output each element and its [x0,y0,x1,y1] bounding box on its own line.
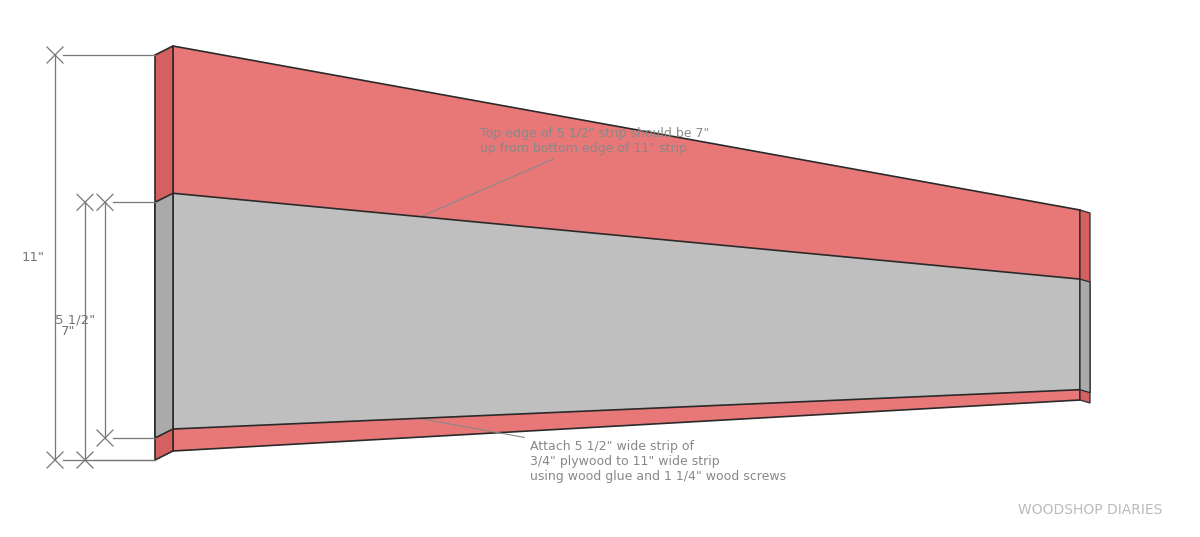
Polygon shape [155,193,173,438]
Polygon shape [155,46,173,460]
Text: Attach 5 1/2" wide strip of
3/4" plywood to 11" wide strip
using wood glue and 1: Attach 5 1/2" wide strip of 3/4" plywood… [403,416,786,483]
Text: 5 1/2": 5 1/2" [55,314,95,326]
Text: 11": 11" [22,251,46,264]
Text: 7": 7" [60,325,74,338]
Polygon shape [1080,210,1090,403]
Polygon shape [1080,279,1090,393]
Polygon shape [173,193,1080,429]
Polygon shape [173,46,1080,451]
Text: Top edge of 5 1/2" strip should be 7"
up from bottom edge of 11" strip: Top edge of 5 1/2" strip should be 7" up… [342,127,709,251]
Text: WOODSHOP DIARIES: WOODSHOP DIARIES [1018,503,1162,517]
